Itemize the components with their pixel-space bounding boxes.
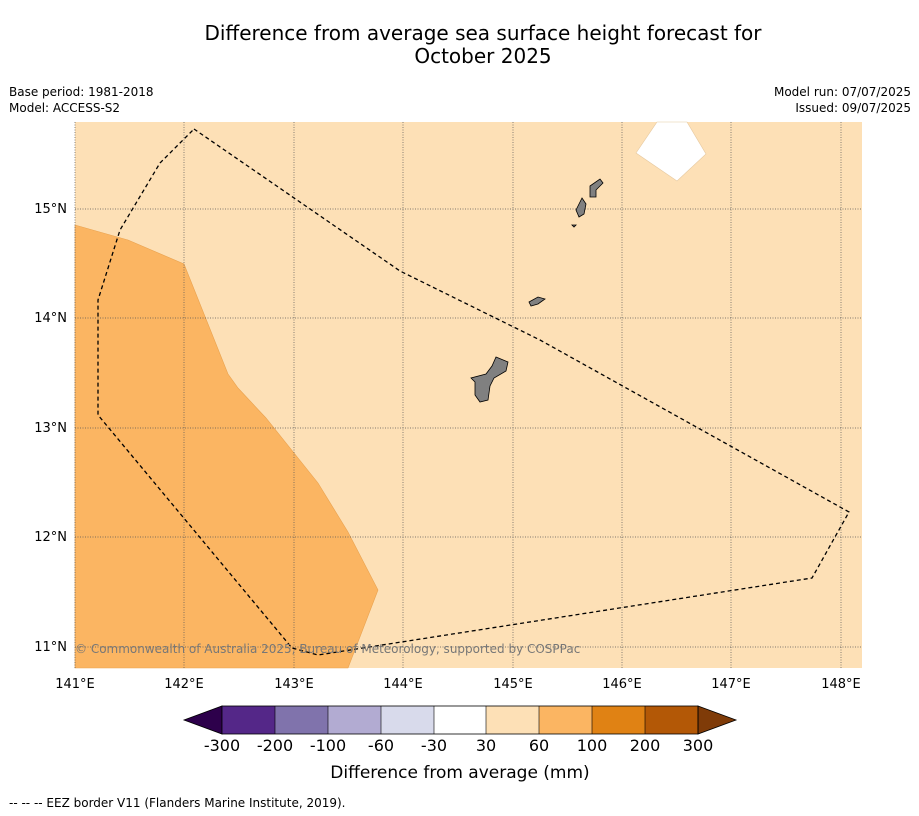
lon-label: 146°E <box>602 677 642 692</box>
model-run-text: Model run: 07/07/2025 <box>773 85 911 99</box>
lon-label: 143°E <box>274 677 314 692</box>
island-aguijan <box>571 224 577 228</box>
colorbar-segment <box>592 706 645 734</box>
lat-label: 12°N <box>34 530 67 545</box>
colorbar-tick-label: 100 <box>577 736 608 755</box>
colorbar: -300 -200 -100 -60 -30 30 60 100 200 300… <box>182 705 738 783</box>
lon-label: 142°E <box>164 677 204 692</box>
eez-border <box>97 128 850 656</box>
island-saipan <box>589 178 604 198</box>
anomaly-region-60-100 <box>74 224 379 669</box>
meta-left: Base period: 1981-2018 Model: ACCESS-S2 <box>9 84 154 116</box>
map-title-line2: October 2025 <box>414 44 552 68</box>
island-rota <box>528 296 546 307</box>
lat-label: 11°N <box>34 640 67 655</box>
island-tinian <box>575 197 587 218</box>
colorbar-tick-label: 200 <box>630 736 661 755</box>
lon-label: 144°E <box>383 677 423 692</box>
colorbar-segment <box>539 706 592 734</box>
lon-label: 141°E <box>55 677 95 692</box>
colorbar-outline <box>221 705 699 735</box>
colorbar-tick-label: -200 <box>257 736 293 755</box>
lat-label: 14°N <box>34 311 67 326</box>
colorbar-segment <box>182 705 223 735</box>
colorbar-tick-label: -300 <box>204 736 240 755</box>
map-title: Difference from average sea surface heig… <box>0 22 919 68</box>
colorbar-segment <box>381 706 434 734</box>
colorbar-tick-label: -100 <box>310 736 346 755</box>
base-period-text: Base period: 1981-2018 <box>9 85 154 99</box>
colorbar-tick-label: 60 <box>529 736 549 755</box>
colorbar-title: Difference from average (mm) <box>330 763 589 783</box>
lon-label: 147°E <box>711 677 751 692</box>
meta-right: Model run: 07/07/2025 Issued: 09/07/2025 <box>774 84 911 116</box>
lat-label: 15°N <box>34 202 67 217</box>
colorbar-tick-label: -60 <box>368 736 394 755</box>
issued-text: Issued: 09/07/2025 <box>795 101 911 115</box>
lon-axis-labels: 141°E 142°E 143°E 144°E 145°E 146°E 147°… <box>55 677 861 692</box>
colorbar-segment <box>486 706 539 734</box>
colorbar-segment <box>697 705 738 735</box>
colorbar-segment <box>275 706 328 734</box>
colorbar-tick-label: 300 <box>683 736 714 755</box>
colorbar-tick-label: 30 <box>476 736 496 755</box>
colorbar-segment <box>645 706 698 734</box>
lon-label: 145°E <box>493 677 533 692</box>
lat-axis-labels: 15°N 14°N 13°N 12°N 11°N <box>34 202 67 655</box>
colorbar-segment <box>328 706 381 734</box>
colorbar-segment <box>434 706 486 734</box>
copyright-text: © Commonwealth of Australia 2025, Bureau… <box>75 642 580 656</box>
island-guam <box>470 356 509 403</box>
colorbar-tick-label: -30 <box>421 736 447 755</box>
land-islands <box>470 178 604 403</box>
colorbar-segment <box>222 706 275 734</box>
model-text: Model: ACCESS-S2 <box>9 101 121 115</box>
eez-legend-footer: -- -- -- EEZ border V11 (Flanders Marine… <box>9 796 346 810</box>
lat-label: 13°N <box>34 421 67 436</box>
lon-label: 148°E <box>821 677 861 692</box>
anomaly-region-no-data <box>635 121 707 182</box>
map-title-line1: Difference from average sea surface heig… <box>204 21 762 45</box>
map-gridlines <box>74 122 862 668</box>
